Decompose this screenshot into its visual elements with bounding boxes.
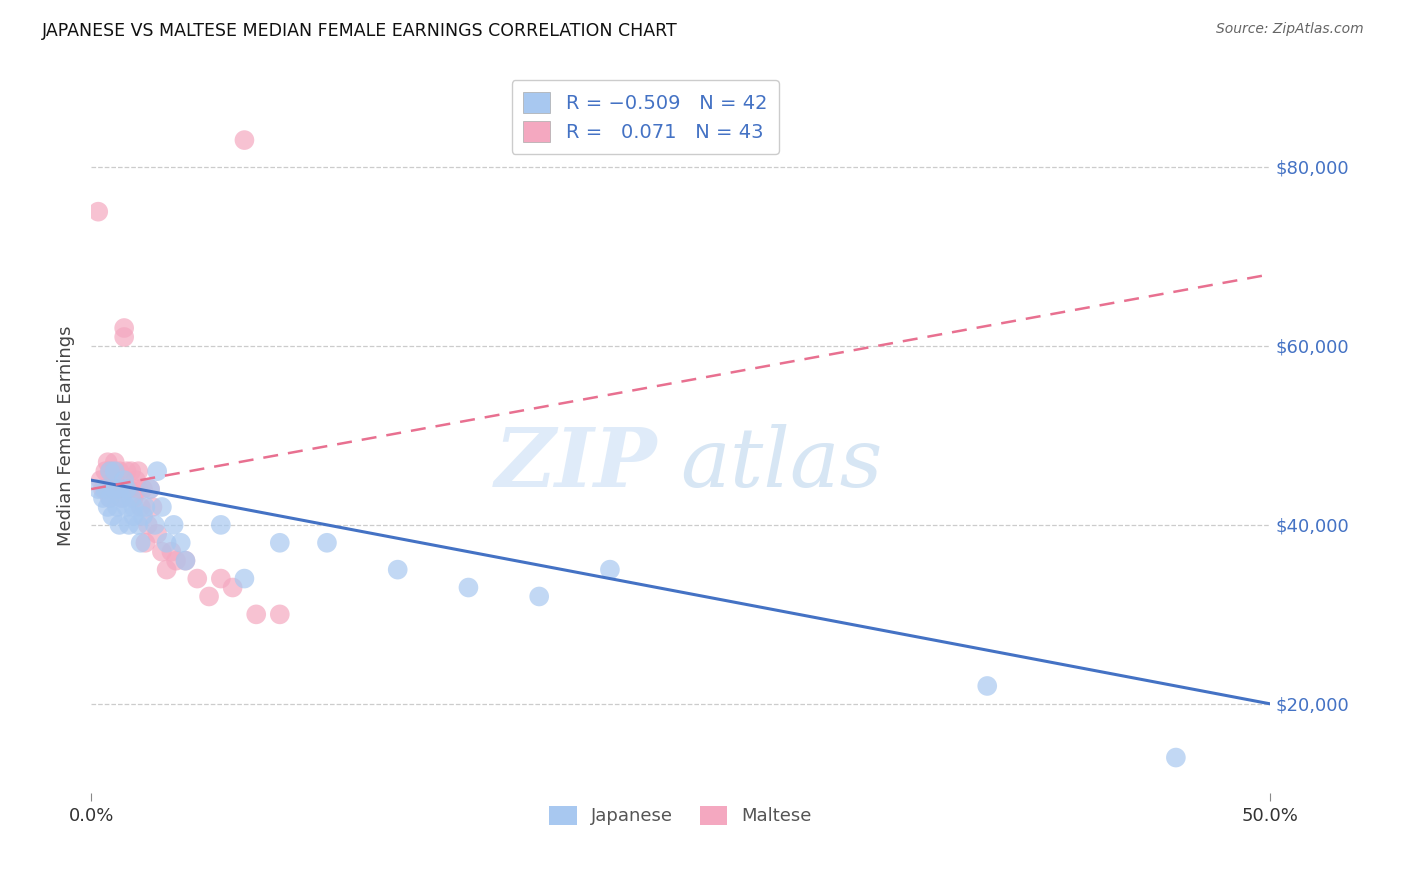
Y-axis label: Median Female Earnings: Median Female Earnings <box>58 326 75 546</box>
Point <box>129 535 152 549</box>
Text: JAPANESE VS MALTESE MEDIAN FEMALE EARNINGS CORRELATION CHART: JAPANESE VS MALTESE MEDIAN FEMALE EARNIN… <box>42 22 678 40</box>
Point <box>146 526 169 541</box>
Point <box>112 321 135 335</box>
Text: ZIP: ZIP <box>495 424 657 504</box>
Point <box>118 517 141 532</box>
Point <box>115 482 138 496</box>
Point <box>1164 750 1187 764</box>
Point <box>141 500 163 514</box>
Point <box>98 491 121 505</box>
Point <box>139 482 162 496</box>
Point <box>129 500 152 514</box>
Point <box>118 482 141 496</box>
Point <box>599 563 621 577</box>
Point <box>136 517 159 532</box>
Point <box>125 473 148 487</box>
Point <box>156 563 179 577</box>
Point <box>91 482 114 496</box>
Point <box>87 204 110 219</box>
Point <box>115 464 138 478</box>
Point <box>101 508 124 523</box>
Point <box>156 535 179 549</box>
Point <box>527 590 550 604</box>
Point <box>122 508 145 523</box>
Point <box>97 455 120 469</box>
Point <box>105 500 128 514</box>
Point <box>127 517 149 532</box>
Point <box>111 491 134 505</box>
Point <box>387 563 409 577</box>
Point <box>122 500 145 514</box>
Point <box>120 491 142 505</box>
Point <box>105 482 128 496</box>
Point <box>316 535 339 549</box>
Point <box>104 455 127 469</box>
Point <box>269 535 291 549</box>
Point <box>90 473 112 487</box>
Point <box>139 482 162 496</box>
Point <box>174 554 197 568</box>
Point <box>198 590 221 604</box>
Point <box>209 572 232 586</box>
Point <box>233 133 256 147</box>
Point <box>91 491 114 505</box>
Point <box>104 482 127 496</box>
Point <box>98 464 121 478</box>
Legend: Japanese, Maltese: Japanese, Maltese <box>540 797 821 834</box>
Point <box>170 535 193 549</box>
Point <box>233 572 256 586</box>
Point <box>457 581 479 595</box>
Point <box>94 482 117 496</box>
Point <box>127 482 149 496</box>
Point <box>134 500 156 514</box>
Point <box>165 554 187 568</box>
Point <box>150 545 173 559</box>
Point <box>112 473 135 487</box>
Point <box>112 330 135 344</box>
Point <box>101 482 124 496</box>
Point <box>115 482 138 496</box>
Point <box>146 464 169 478</box>
Point <box>108 517 131 532</box>
Text: Source: ZipAtlas.com: Source: ZipAtlas.com <box>1216 22 1364 37</box>
Point <box>132 482 155 496</box>
Point <box>111 491 134 505</box>
Point <box>104 464 127 478</box>
Point <box>245 607 267 622</box>
Point <box>97 500 120 514</box>
Point <box>87 482 110 496</box>
Point <box>120 464 142 478</box>
Point <box>127 464 149 478</box>
Point <box>122 491 145 505</box>
Point <box>209 517 232 532</box>
Point <box>163 517 186 532</box>
Point <box>97 482 120 496</box>
Point <box>108 482 131 496</box>
Point <box>104 473 127 487</box>
Point <box>115 500 138 514</box>
Point <box>174 554 197 568</box>
Point <box>132 508 155 523</box>
Text: atlas: atlas <box>681 424 883 504</box>
Point <box>98 491 121 505</box>
Point <box>150 500 173 514</box>
Point <box>221 581 243 595</box>
Point <box>108 464 131 478</box>
Point <box>976 679 998 693</box>
Point <box>143 517 166 532</box>
Point <box>160 545 183 559</box>
Point <box>94 464 117 478</box>
Point <box>98 464 121 478</box>
Point <box>269 607 291 622</box>
Point <box>186 572 208 586</box>
Point <box>134 535 156 549</box>
